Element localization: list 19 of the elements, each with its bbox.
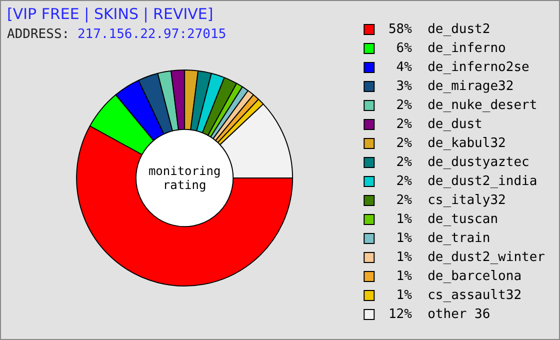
legend-label: 2% de_kabul32 xyxy=(380,136,506,151)
legend-label: 3% de_mirage32 xyxy=(380,78,514,94)
chart-title: [VIP FREE | SKINS | REVIVE] xyxy=(7,5,214,23)
legend-label: 6% de_inferno xyxy=(380,40,506,56)
legend-label: 2% de_dust xyxy=(380,116,482,132)
legend-label: 2% cs_italy32 xyxy=(380,192,506,208)
legend-label: 1% cs_assault32 xyxy=(380,288,522,303)
legend-label: 2% de_dustyaztec xyxy=(380,154,530,170)
text: monitoring rating xyxy=(147,164,222,192)
chart-subtitle: ADDRESS: 217.156.22.97:27015 xyxy=(7,27,226,42)
legend-label: 2% de_dust2_india xyxy=(380,174,538,189)
legend-label: 4% de_inferno2se xyxy=(380,60,530,75)
legend-label: 1% de_tuscan xyxy=(380,212,498,227)
legend-label: 1% de_train xyxy=(380,230,490,246)
legend-label: 1% de_dust2_winter xyxy=(380,250,546,265)
legend-label: 1% de_barcelona xyxy=(380,268,522,284)
legend-label: 12% other 36 xyxy=(380,306,490,322)
legend-label: 2% de_nuke_desert xyxy=(380,98,538,113)
legend-label: 58% de_dust2 xyxy=(380,22,490,37)
